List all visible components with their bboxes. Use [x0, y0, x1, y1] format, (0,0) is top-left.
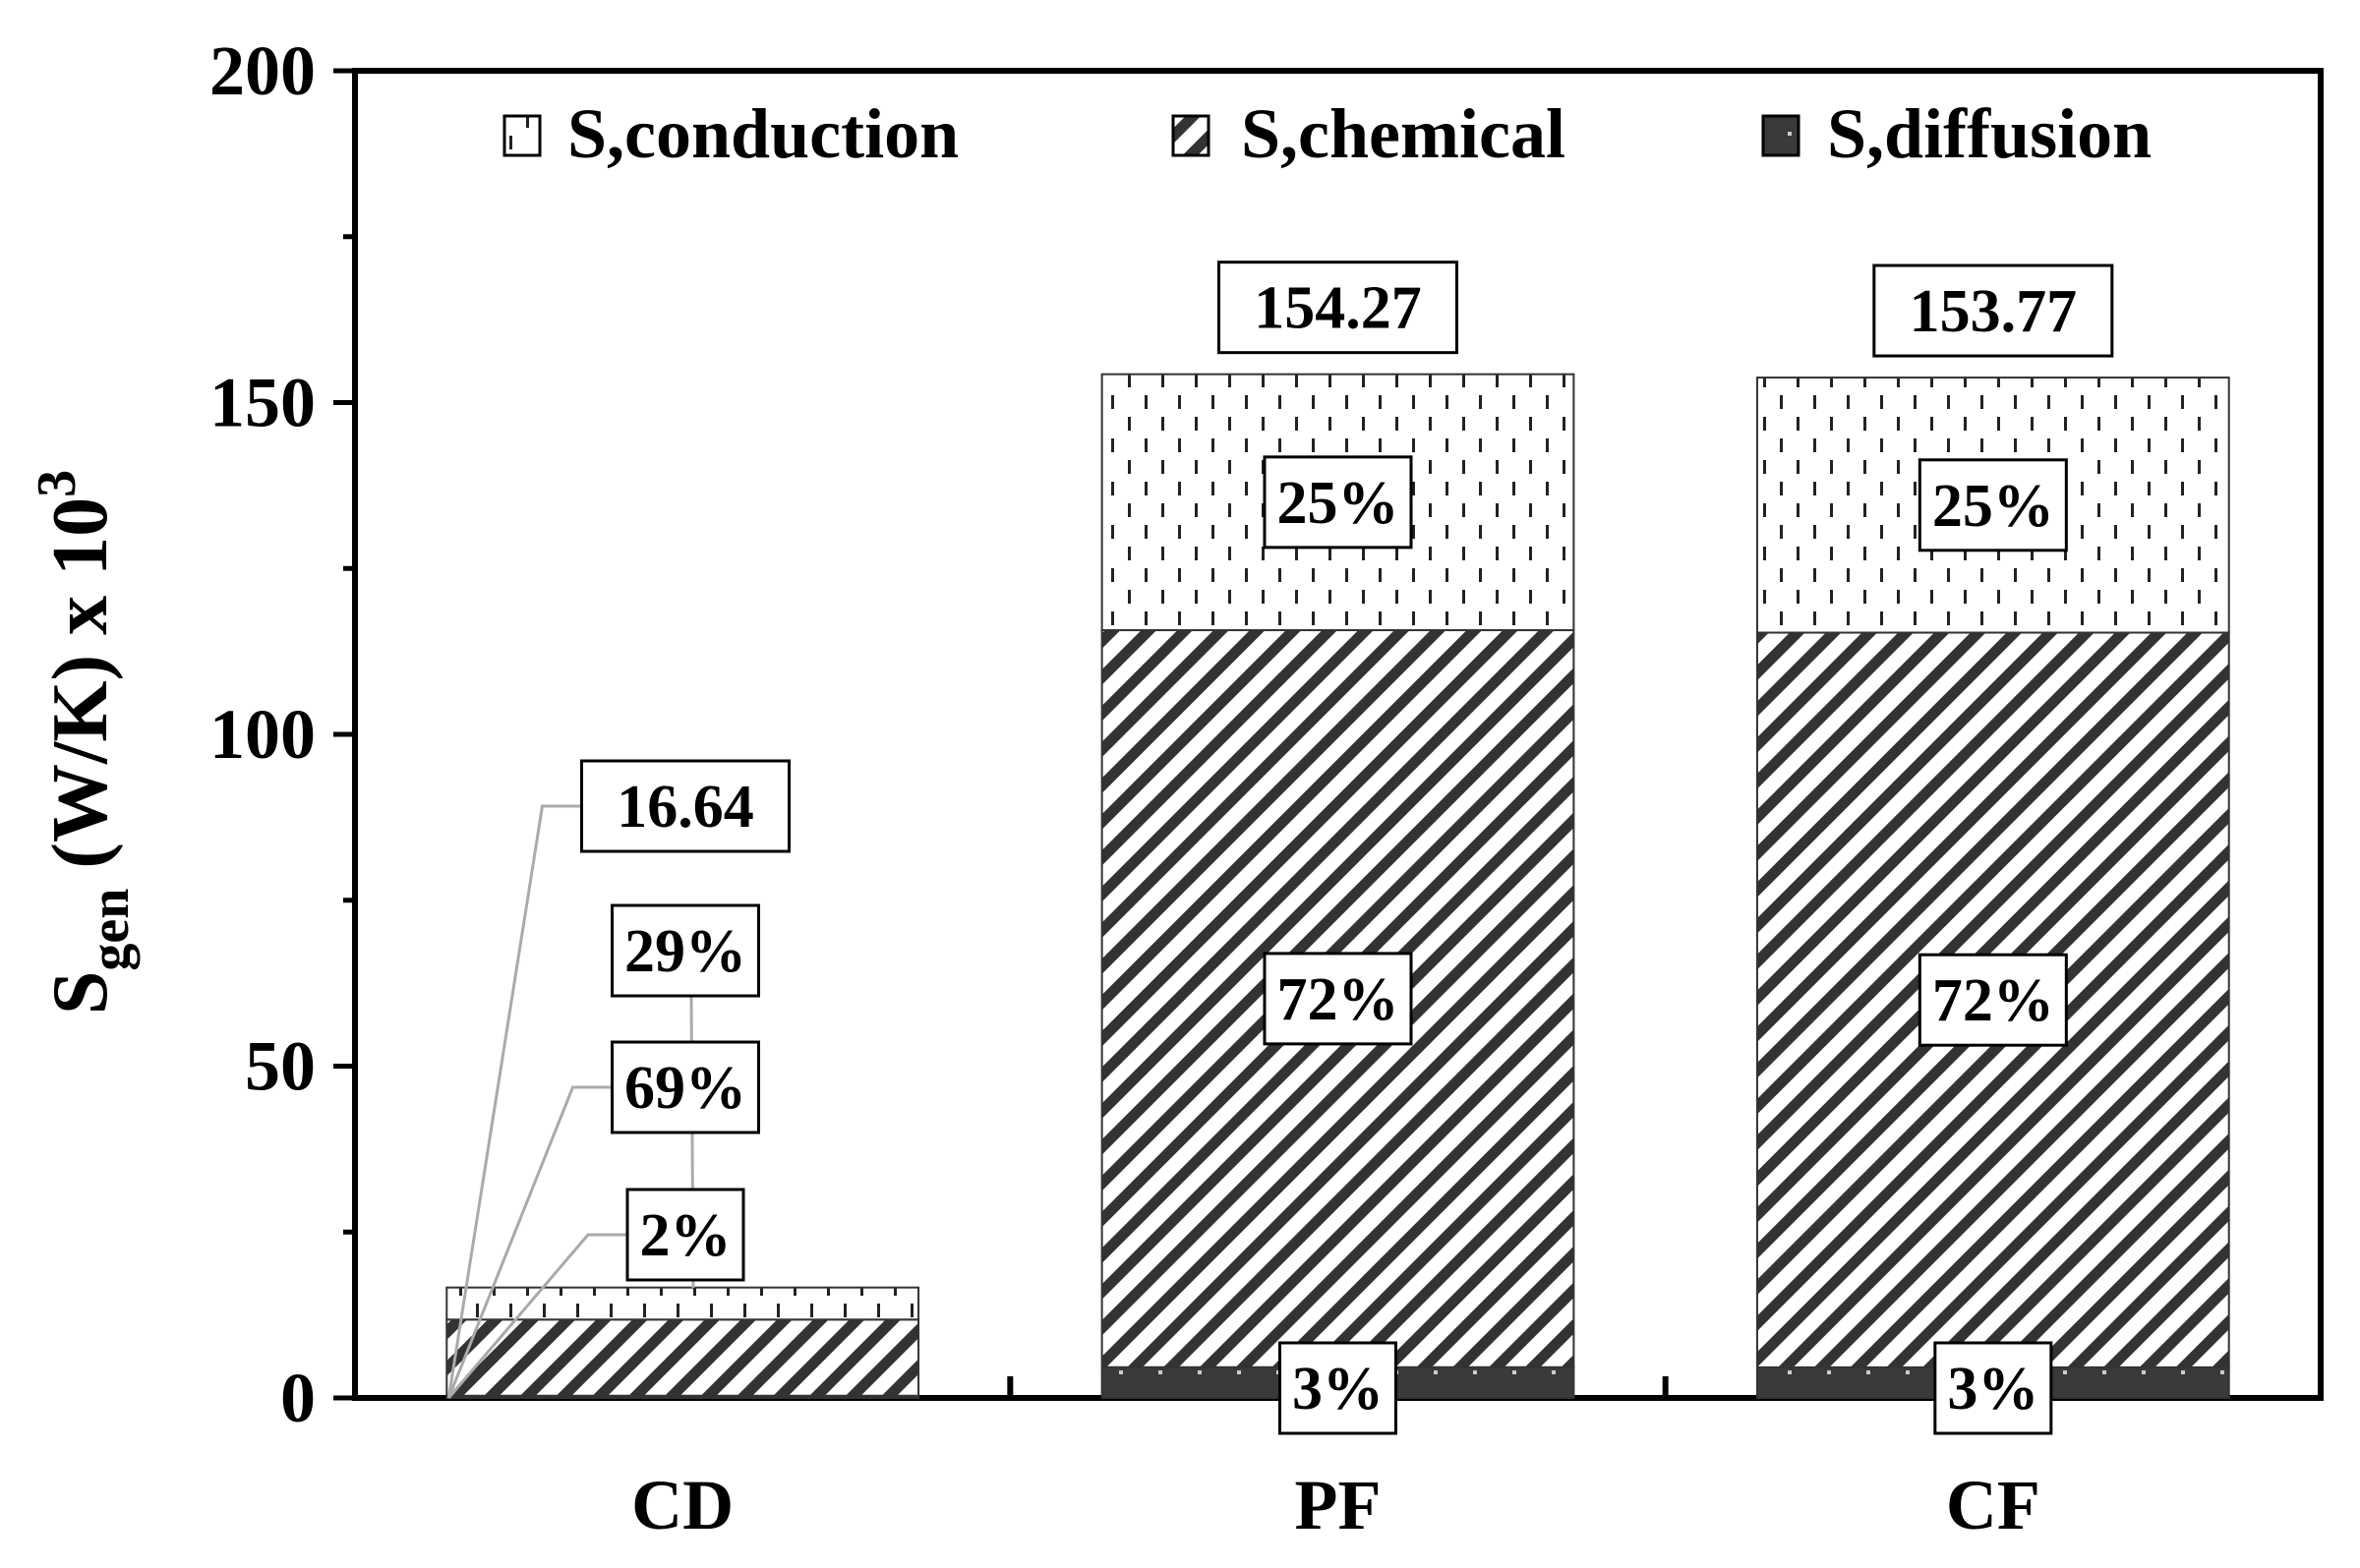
pct-label-cf-conduction-box [1918, 458, 2068, 552]
total-label-cf-box [1872, 263, 2114, 358]
y-axis-title-unit: (W/K) x 10 [37, 497, 124, 889]
pct-label-cf-chemical: 72% [1918, 953, 2068, 1047]
x-category-label-pf: PF [1295, 1466, 1382, 1544]
pct-label-cf-chemical-box [1918, 953, 2068, 1047]
pct-label-cf-conduction-text: 25% [1932, 473, 2054, 540]
pct-label-pf-diffusion-box [1278, 1341, 1397, 1435]
bar-cd-chemical [445, 1318, 920, 1397]
legend: S,conduction S,chemical S,diffusion [502, 94, 2152, 173]
pct-label-cf-chemical-text: 72% [1932, 967, 2054, 1034]
y-tick-label: 150 [209, 364, 316, 442]
pct-label-cf-diffusion: 3% [1933, 1341, 2053, 1435]
pct-label-cd-diffusion-text: 2% [640, 1202, 732, 1269]
pct-label-cd-chemical: 69% [611, 1040, 760, 1134]
pct-label-pf-diffusion-text: 3% [1292, 1356, 1384, 1423]
leader-line-total-cd [446, 804, 582, 1399]
pct-label-cd-chemical-box [611, 1040, 760, 1134]
pct-label-cd-diffusion: 2% [625, 1188, 745, 1282]
total-label-pf-box [1217, 261, 1458, 355]
legend-swatch-diffusion [1761, 114, 1800, 157]
pct-label-pf-diffusion: 3% [1278, 1341, 1397, 1435]
y-axis-title-main: S [37, 971, 124, 1016]
total-label-pf-text: 154.27 [1254, 275, 1422, 342]
pct-label-cf-conduction: 25% [1918, 458, 2068, 552]
pct-label-cd-conduction: 29% [611, 903, 760, 998]
pct-label-cf-diffusion-text: 3% [1947, 1356, 2038, 1423]
y-tick-label: 200 [209, 31, 316, 110]
pct-label-pf-conduction-box [1263, 455, 1413, 550]
y-tick-label: 0 [280, 1359, 316, 1437]
total-label-cf: 153.77 [1872, 263, 2114, 358]
y-axis-title: Sgen (W/K) x 103 [27, 470, 141, 1015]
total-label-cd-text: 16.64 [617, 774, 754, 841]
bar-cd-conduction [445, 1286, 920, 1321]
pct-label-pf-chemical-box [1263, 952, 1413, 1046]
legend-label-chemical: S,chemical [1241, 94, 1565, 173]
pct-label-pf-chemical: 72% [1263, 952, 1413, 1046]
legend-label-conduction: S,conduction [567, 94, 959, 173]
legend-label-diffusion: S,diffusion [1827, 94, 2152, 173]
pct-label-pf-conduction-text: 25% [1277, 470, 1399, 537]
pct-label-cf-diffusion-box [1933, 1341, 2053, 1435]
pct-label-cd-conduction-text: 29% [624, 918, 746, 985]
total-label-pf: 154.27 [1217, 261, 1458, 355]
pct-label-cd-chemical-text: 69% [624, 1055, 746, 1122]
total-label-cd-box [580, 759, 791, 853]
pct-label-pf-conduction: 25% [1263, 455, 1413, 550]
x-category-label-cf: CF [1946, 1466, 2040, 1544]
y-tick-label: 100 [209, 695, 316, 774]
y-axis-title-sup: 3 [27, 470, 88, 497]
x-category-label-cd: CD [631, 1466, 734, 1544]
pct-label-cd-conduction-box [611, 903, 760, 998]
y-tick-label: 50 [245, 1027, 316, 1106]
legend-swatch-chemical [1171, 114, 1210, 157]
leader-line-pct-cd-diffusion [447, 1233, 627, 1399]
pct-label-cd-diffusion-box [625, 1188, 745, 1282]
total-label-cd: 16.64 [580, 759, 791, 853]
y-axis-title-sub: gen [80, 889, 141, 971]
legend-swatch-conduction [502, 114, 542, 157]
total-label-cf-text: 153.77 [1910, 278, 2078, 345]
pct-label-pf-chemical-text: 72% [1277, 966, 1399, 1033]
leader-line-pct-cd-chemical [446, 1085, 613, 1399]
